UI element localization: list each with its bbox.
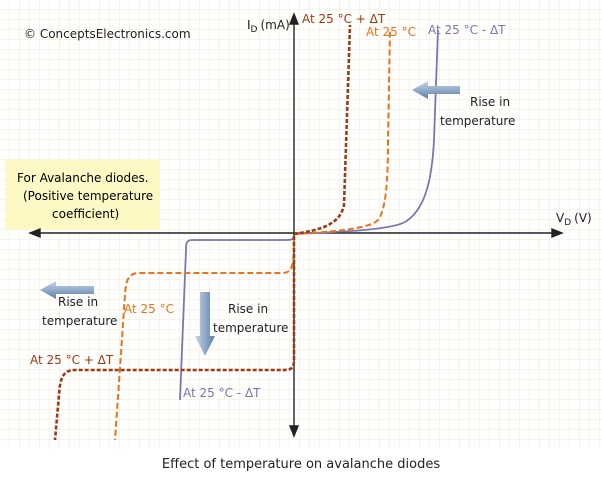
curve-minus-forward <box>293 29 439 235</box>
unit: (V) <box>574 211 592 225</box>
caption: Effect of temperature on avalanche diode… <box>162 457 440 472</box>
x-axis-label: VD (V) <box>556 211 592 228</box>
unit: (mA) <box>260 18 289 32</box>
arrow-note: temperature <box>42 314 117 328</box>
note-line: For Avalanche diodes. <box>17 171 149 185</box>
curve-plus-reverse <box>53 236 296 441</box>
note-box <box>5 160 160 230</box>
curve-label: At 25 °C <box>366 25 416 39</box>
curve-label: At 25 °C <box>124 302 174 316</box>
y-axis-label: ID (mA) <box>247 18 290 35</box>
copyright: © ConceptsElectronics.com <box>24 27 191 41</box>
curve-plus-forward <box>293 24 352 236</box>
symbol: V <box>556 211 565 225</box>
curve-label: At 25 °C - ΔT <box>428 23 506 37</box>
curve-label: At 25 °C + ΔT <box>302 12 386 26</box>
arrow-left <box>40 281 94 299</box>
arrow-note: temperature <box>213 321 288 335</box>
subscript: D <box>251 25 258 35</box>
curve-label: At 25 °C - ΔT <box>183 386 261 400</box>
subscript: D <box>564 218 571 228</box>
arrow-down <box>195 292 215 356</box>
arrow-note: Rise in <box>58 295 98 309</box>
curve-nominal-reverse <box>114 235 295 441</box>
curve-nominal-forward <box>293 29 391 235</box>
arrow-left <box>412 81 460 99</box>
curve-label: At 25 °C + ΔT <box>30 353 114 367</box>
arrow-note: Rise in <box>228 302 268 316</box>
note-line: (Positive temperature <box>23 189 153 203</box>
arrow-note: temperature <box>440 114 515 128</box>
note-line: coefficient) <box>52 207 119 221</box>
arrow-note: Rise in <box>470 95 510 109</box>
symbol: I <box>247 18 251 32</box>
